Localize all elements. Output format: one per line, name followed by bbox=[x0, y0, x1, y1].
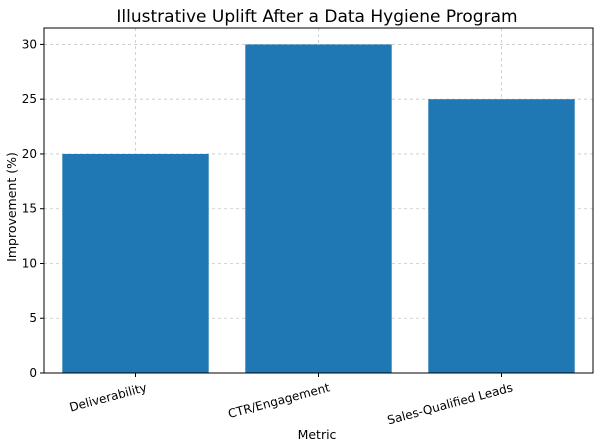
x-tick-label: Sales-Qualified Leads bbox=[386, 380, 514, 427]
y-tick-label: 30 bbox=[22, 37, 37, 51]
y-tick-label: 25 bbox=[22, 92, 37, 106]
bar-2 bbox=[428, 99, 575, 373]
y-tick-label: 10 bbox=[22, 256, 37, 270]
x-axis-ticks: Deliverability CTR/Engagement Sales-Qualif… bbox=[68, 373, 514, 427]
chart-title: Illustrative Uplift After a Data Hygiene… bbox=[116, 7, 517, 27]
bars bbox=[62, 44, 575, 374]
bar-0 bbox=[62, 153, 209, 373]
y-tick-label: 20 bbox=[22, 147, 37, 161]
x-tick-label: CTR/Engagement bbox=[227, 380, 332, 421]
y-tick-label: 15 bbox=[22, 202, 37, 216]
x-tick-label: Deliverability bbox=[68, 380, 148, 414]
y-tick-label: 0 bbox=[29, 366, 37, 380]
x-axis-label: Metric bbox=[298, 427, 337, 442]
y-axis-ticks: 0 5 10 15 20 25 30 bbox=[22, 37, 44, 380]
bar-1 bbox=[245, 44, 392, 374]
y-axis-label: Improvement (%) bbox=[4, 152, 19, 262]
y-tick-label: 5 bbox=[29, 311, 37, 325]
